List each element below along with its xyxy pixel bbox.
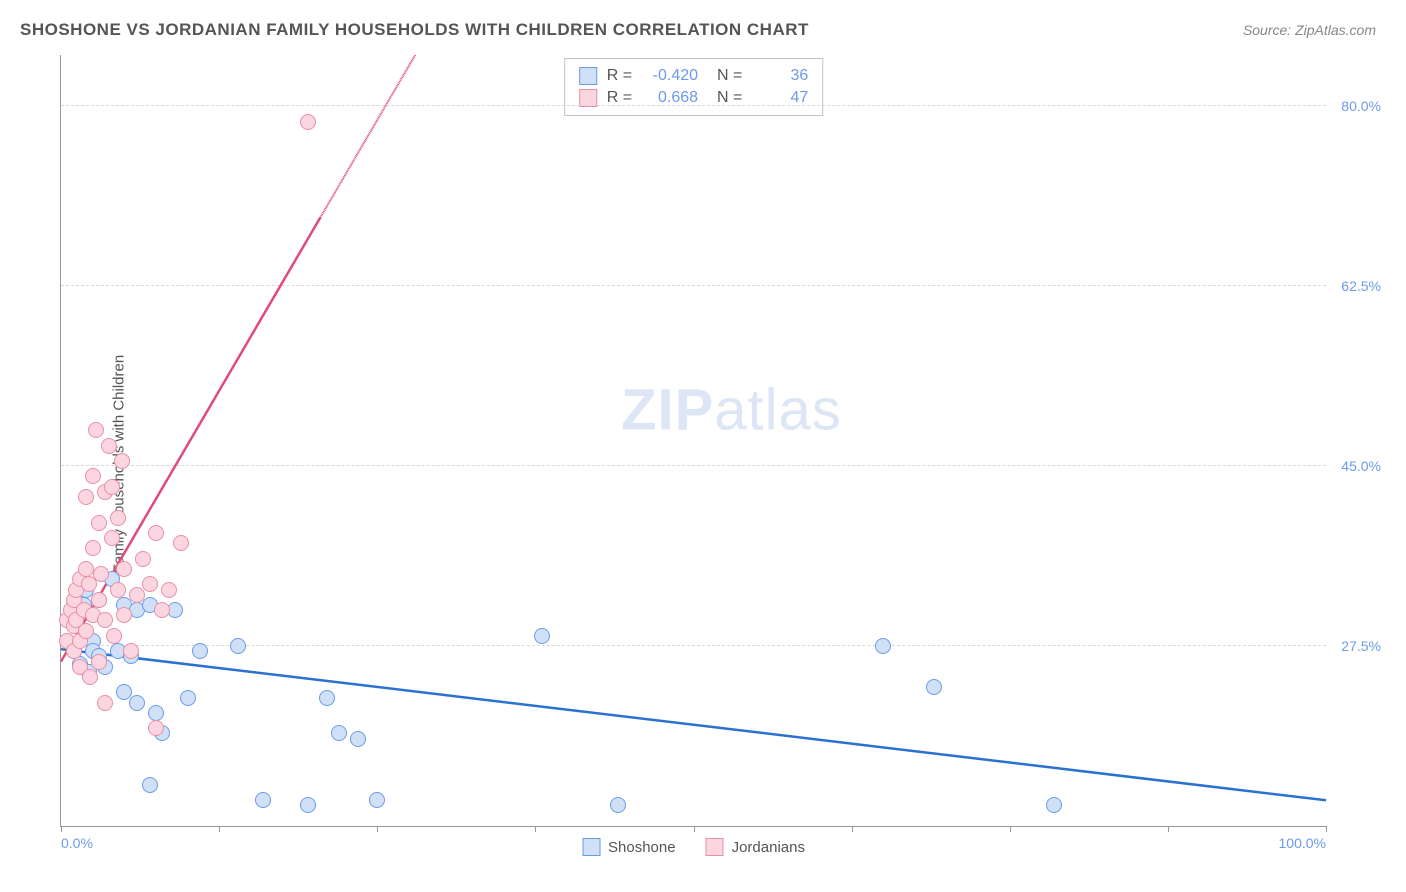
data-point	[230, 638, 246, 654]
data-point	[148, 705, 164, 721]
data-point	[78, 623, 94, 639]
data-point	[78, 489, 94, 505]
x-tick	[694, 826, 695, 832]
data-point	[135, 551, 151, 567]
data-point	[534, 628, 550, 644]
data-point	[154, 602, 170, 618]
data-point	[104, 479, 120, 495]
data-point	[114, 453, 130, 469]
data-point	[300, 797, 316, 813]
x-tick	[61, 826, 62, 832]
x-tick	[1326, 826, 1327, 832]
legend-item: Shoshone	[582, 838, 676, 856]
data-point	[101, 438, 117, 454]
data-point	[350, 731, 366, 747]
legend-label: Shoshone	[608, 839, 676, 856]
data-point	[319, 690, 335, 706]
data-point	[91, 654, 107, 670]
data-point	[129, 695, 145, 711]
chart-title: SHOSHONE VS JORDANIAN FAMILY HOUSEHOLDS …	[20, 20, 809, 40]
y-tick-label: 80.0%	[1341, 98, 1381, 114]
x-tick	[535, 826, 536, 832]
x-tick	[219, 826, 220, 832]
data-point	[110, 510, 126, 526]
trendlines-svg	[61, 55, 1326, 826]
y-tick-label: 27.5%	[1341, 638, 1381, 654]
y-tick-label: 62.5%	[1341, 278, 1381, 294]
data-point	[300, 114, 316, 130]
x-tick-min: 0.0%	[61, 835, 93, 851]
data-point	[116, 607, 132, 623]
data-point	[78, 561, 94, 577]
data-point	[85, 468, 101, 484]
data-point	[93, 566, 109, 582]
data-point	[142, 777, 158, 793]
data-point	[82, 669, 98, 685]
data-point	[926, 679, 942, 695]
scatter-plot: ZIPatlas R = -0.420 N = 36 R = 0.668 N =…	[60, 55, 1326, 827]
data-point	[91, 592, 107, 608]
data-point	[610, 797, 626, 813]
data-point	[148, 525, 164, 541]
legend-swatch	[582, 838, 600, 856]
legend-swatch	[706, 838, 724, 856]
data-point	[161, 582, 177, 598]
data-point	[123, 643, 139, 659]
data-point	[106, 628, 122, 644]
data-point	[255, 792, 271, 808]
legend: Shoshone Jordanians	[582, 838, 805, 856]
data-point	[85, 540, 101, 556]
data-point	[173, 535, 189, 551]
data-point	[875, 638, 891, 654]
data-point	[110, 582, 126, 598]
chart-header: SHOSHONE VS JORDANIAN FAMILY HOUSEHOLDS …	[0, 0, 1406, 50]
chart-area: Family Households with Children ZIPatlas…	[20, 55, 1386, 872]
data-point	[88, 422, 104, 438]
data-point	[97, 695, 113, 711]
x-tick	[1168, 826, 1169, 832]
x-tick	[852, 826, 853, 832]
data-point	[91, 515, 107, 531]
data-point	[116, 561, 132, 577]
data-point	[142, 576, 158, 592]
legend-item: Jordanians	[706, 838, 805, 856]
data-point	[97, 612, 113, 628]
chart-source: Source: ZipAtlas.com	[1243, 22, 1376, 38]
data-point	[192, 643, 208, 659]
data-point	[331, 725, 347, 741]
x-tick	[1010, 826, 1011, 832]
data-point	[180, 690, 196, 706]
data-point	[369, 792, 385, 808]
data-point	[104, 530, 120, 546]
data-point	[148, 720, 164, 736]
x-tick	[377, 826, 378, 832]
x-tick-max: 100.0%	[1279, 835, 1326, 851]
legend-label: Jordanians	[732, 839, 805, 856]
data-point	[1046, 797, 1062, 813]
y-tick-label: 45.0%	[1341, 458, 1381, 474]
